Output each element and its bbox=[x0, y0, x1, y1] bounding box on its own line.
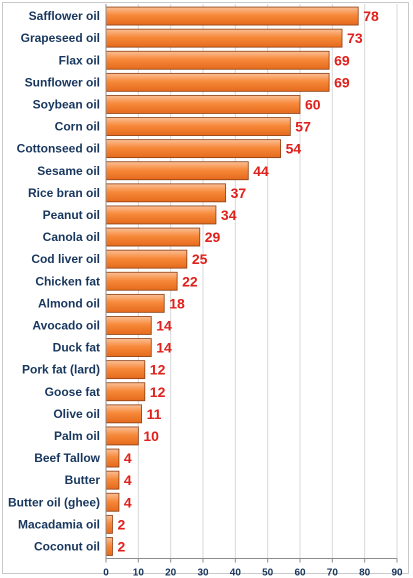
x-tick-label: 10 bbox=[133, 568, 145, 578]
data-label: 34 bbox=[221, 207, 237, 223]
category-label: Pork fat (lard) bbox=[22, 363, 100, 377]
category-label: Goose fat bbox=[45, 385, 100, 399]
x-tick-label: 90 bbox=[391, 568, 403, 578]
bar bbox=[105, 6, 359, 26]
data-label: 69 bbox=[334, 52, 350, 68]
category-label: Chicken fat bbox=[35, 274, 100, 288]
data-label: 14 bbox=[156, 340, 172, 356]
category-label: Corn oil bbox=[55, 120, 100, 134]
category-label: Butter bbox=[65, 473, 101, 487]
category-label: Macadamia oil bbox=[18, 517, 100, 531]
bar bbox=[105, 470, 120, 490]
bar bbox=[105, 227, 201, 247]
bar bbox=[105, 426, 139, 446]
data-label: 73 bbox=[347, 30, 363, 46]
category-label: Duck fat bbox=[53, 341, 100, 355]
category-label: Peanut oil bbox=[43, 208, 100, 222]
data-label: 69 bbox=[334, 74, 350, 90]
x-tick-label: 60 bbox=[294, 568, 306, 578]
category-label: Beef Tallow bbox=[34, 451, 100, 465]
bar bbox=[105, 72, 330, 92]
data-label: 29 bbox=[205, 229, 221, 245]
category-label: Sesame oil bbox=[37, 164, 100, 178]
bar bbox=[105, 382, 146, 402]
category-label: Grapeseed oil bbox=[21, 31, 100, 45]
data-label: 18 bbox=[169, 295, 185, 311]
category-label: Coconut oil bbox=[34, 539, 100, 553]
category-labels: Safflower oil Grapeseed oil Flax oil Sunflo… bbox=[8, 9, 101, 553]
x-tick-label: 80 bbox=[359, 568, 371, 578]
value-labels: 7873696960575444373429252218141412121110… bbox=[117, 8, 379, 554]
data-label: 44 bbox=[253, 163, 269, 179]
data-label: 12 bbox=[150, 384, 166, 400]
bar bbox=[105, 338, 152, 357]
data-label: 10 bbox=[143, 428, 159, 444]
x-tick-label: 40 bbox=[230, 568, 242, 578]
bar bbox=[105, 537, 113, 556]
bar bbox=[105, 95, 301, 114]
category-label: Palm oil bbox=[54, 429, 100, 443]
x-tick-label: 0 bbox=[103, 568, 109, 578]
data-label: 25 bbox=[192, 251, 208, 267]
category-label: Almond oil bbox=[38, 296, 100, 310]
x-axis: 0 10 20 30 40 50 60 70 80 90 bbox=[103, 4, 403, 578]
data-label: 12 bbox=[150, 362, 166, 378]
data-label: 57 bbox=[295, 119, 311, 135]
data-label: 4 bbox=[124, 450, 132, 466]
category-label: Safflower oil bbox=[29, 9, 100, 23]
bar bbox=[105, 28, 343, 48]
data-label: 54 bbox=[286, 141, 302, 157]
bar bbox=[105, 492, 120, 512]
data-label: 60 bbox=[305, 96, 321, 112]
bar bbox=[105, 404, 142, 424]
category-label: Avocado oil bbox=[32, 318, 100, 332]
bars bbox=[105, 6, 359, 556]
bar bbox=[105, 249, 188, 269]
bar bbox=[105, 514, 113, 534]
bar bbox=[105, 293, 165, 313]
category-label: Flax oil bbox=[59, 53, 100, 67]
data-label: 14 bbox=[156, 317, 172, 333]
bar bbox=[105, 50, 330, 70]
data-label: 4 bbox=[124, 494, 132, 510]
data-label: 4 bbox=[124, 472, 132, 488]
category-label: Butter oil (ghee) bbox=[8, 495, 100, 509]
bar bbox=[105, 161, 249, 181]
category-label: Cod liver oil bbox=[31, 252, 100, 266]
category-label: Rice bran oil bbox=[28, 186, 100, 200]
x-tick-label: 70 bbox=[327, 568, 339, 578]
data-label: 37 bbox=[231, 185, 247, 201]
category-label: Olive oil bbox=[53, 407, 100, 421]
data-label: 22 bbox=[182, 273, 198, 289]
data-label: 2 bbox=[117, 516, 125, 532]
x-tick-label: 50 bbox=[262, 568, 274, 578]
x-tick-label: 30 bbox=[197, 568, 209, 578]
category-label: Sunflower oil bbox=[25, 75, 100, 89]
bar bbox=[105, 139, 282, 159]
data-label: 2 bbox=[117, 538, 125, 554]
bar bbox=[105, 271, 178, 291]
x-tick-label: 20 bbox=[165, 568, 177, 578]
bar bbox=[105, 448, 120, 468]
category-label: Cottonseed oil bbox=[17, 142, 100, 156]
category-label: Canola oil bbox=[43, 230, 100, 244]
bar bbox=[105, 360, 146, 380]
data-label: 78 bbox=[363, 8, 379, 24]
bar bbox=[105, 316, 152, 335]
bar bbox=[105, 183, 227, 203]
bar bbox=[105, 117, 291, 136]
bar bbox=[105, 205, 217, 225]
data-label: 11 bbox=[147, 406, 162, 422]
category-label: Soybean oil bbox=[33, 97, 100, 111]
